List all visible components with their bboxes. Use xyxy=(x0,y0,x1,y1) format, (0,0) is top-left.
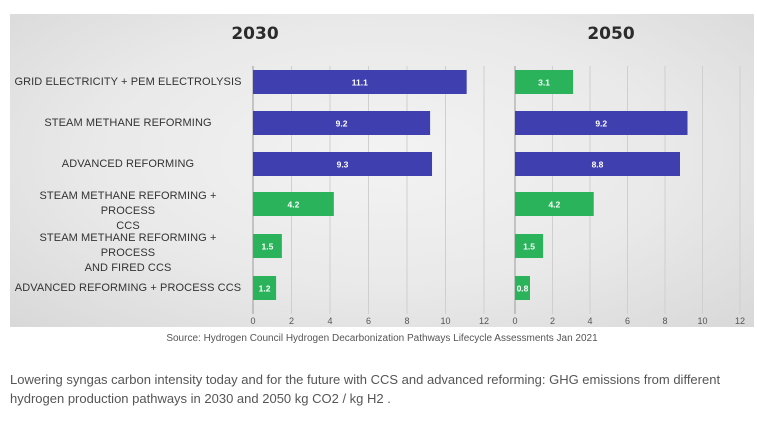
bar-2050-3 xyxy=(515,152,680,176)
category-label-line: STEAM METHANE REFORMING xyxy=(44,116,212,129)
category-label-line: ADVANCED REFORMING xyxy=(61,157,195,170)
x-tick-label: 2 xyxy=(289,316,294,326)
x-tick-label: 0 xyxy=(250,316,255,326)
bar-charts: 0 2 4 6 8 10 12 11.1 9.2 9.3 4.2 1.5 1.2 0 2 4 6 8 10 12 3.1… xyxy=(250,66,745,326)
bar-2030-3 xyxy=(253,152,433,176)
x-tick-label: 6 xyxy=(625,316,630,326)
source-note: Source: Hydrogen Council Hydrogen Decarb… xyxy=(166,333,598,344)
chart-title-2050: 2050 xyxy=(587,24,635,44)
bar-2030-5 xyxy=(253,234,282,258)
bar-2050-5 xyxy=(515,234,544,258)
bar-2030-4 xyxy=(253,192,334,216)
category-label: STEAM METHANE REFORMING + PROCESS CCS xyxy=(12,189,244,234)
category-label: ADVANCED REFORMING xyxy=(12,157,244,172)
category-label-line: ADVANCED REFORMING + PROCESS CCS xyxy=(14,281,242,294)
x-tick-label: 10 xyxy=(697,316,707,326)
bar-value-label: 0.8 xyxy=(517,284,529,294)
figure-caption: Lowering syngas carbon intensity today a… xyxy=(10,372,721,406)
x-tick-label: 12 xyxy=(479,316,489,326)
bar-value-label: 1.5 xyxy=(262,242,274,252)
x-tick-label: 2 xyxy=(550,316,555,326)
category-label-line: AND FIRED CCS xyxy=(84,262,172,274)
category-label: GRID ELECTRICITY + PEM ELECTROLYSIS xyxy=(12,75,244,90)
bar-value-label: 4.2 xyxy=(548,200,560,210)
bar-2030-6 xyxy=(253,276,277,300)
bar-value-label: 4.2 xyxy=(288,200,300,210)
bar-value-label: 9.3 xyxy=(337,160,349,170)
x-tick-label: 4 xyxy=(587,316,592,326)
category-label: STEAM METHANE REFORMING xyxy=(12,116,244,131)
category-label-line: STEAM METHANE REFORMING + PROCESS xyxy=(39,232,217,259)
bar-value-label: 1.2 xyxy=(259,284,271,294)
bar-2030-2 xyxy=(253,111,431,135)
x-tick-label: 8 xyxy=(404,316,409,326)
category-label: STEAM METHANE REFORMING + PROCESS AND FIR… xyxy=(12,231,244,276)
x-tick-label: 0 xyxy=(512,316,517,326)
bar-value-label: 1.5 xyxy=(523,242,535,252)
category-label-line: STEAM METHANE REFORMING + PROCESS xyxy=(39,190,217,217)
bar-value-label: 9.2 xyxy=(336,119,348,129)
bar-value-label: 3.1 xyxy=(538,78,550,88)
chart-panel: 2030 2050 GRID ELECTRICITY + PEM ELECTRO… xyxy=(10,14,754,327)
x-tick-label: 12 xyxy=(735,316,745,326)
bar-2030-1 xyxy=(253,70,467,94)
x-tick-label: 8 xyxy=(662,316,667,326)
bar-2050-1 xyxy=(515,70,574,94)
category-label-line: GRID ELECTRICITY + PEM ELECTROLYSIS xyxy=(14,75,242,88)
x-tick-label: 10 xyxy=(440,316,450,326)
bar-value-label: 8.8 xyxy=(592,160,604,170)
bar-value-label: 11.1 xyxy=(352,78,368,88)
bar-2050-2 xyxy=(515,111,688,135)
x-tick-label: 6 xyxy=(366,316,371,326)
bar-2050-4 xyxy=(515,192,594,216)
bar-value-label: 9.2 xyxy=(595,119,607,129)
x-tick-label: 4 xyxy=(327,316,332,326)
category-label-line: CCS xyxy=(116,220,140,232)
chart-title-2030: 2030 xyxy=(231,24,279,44)
category-label: ADVANCED REFORMING + PROCESS CCS xyxy=(12,281,244,296)
bar-2050-6 xyxy=(515,276,530,300)
